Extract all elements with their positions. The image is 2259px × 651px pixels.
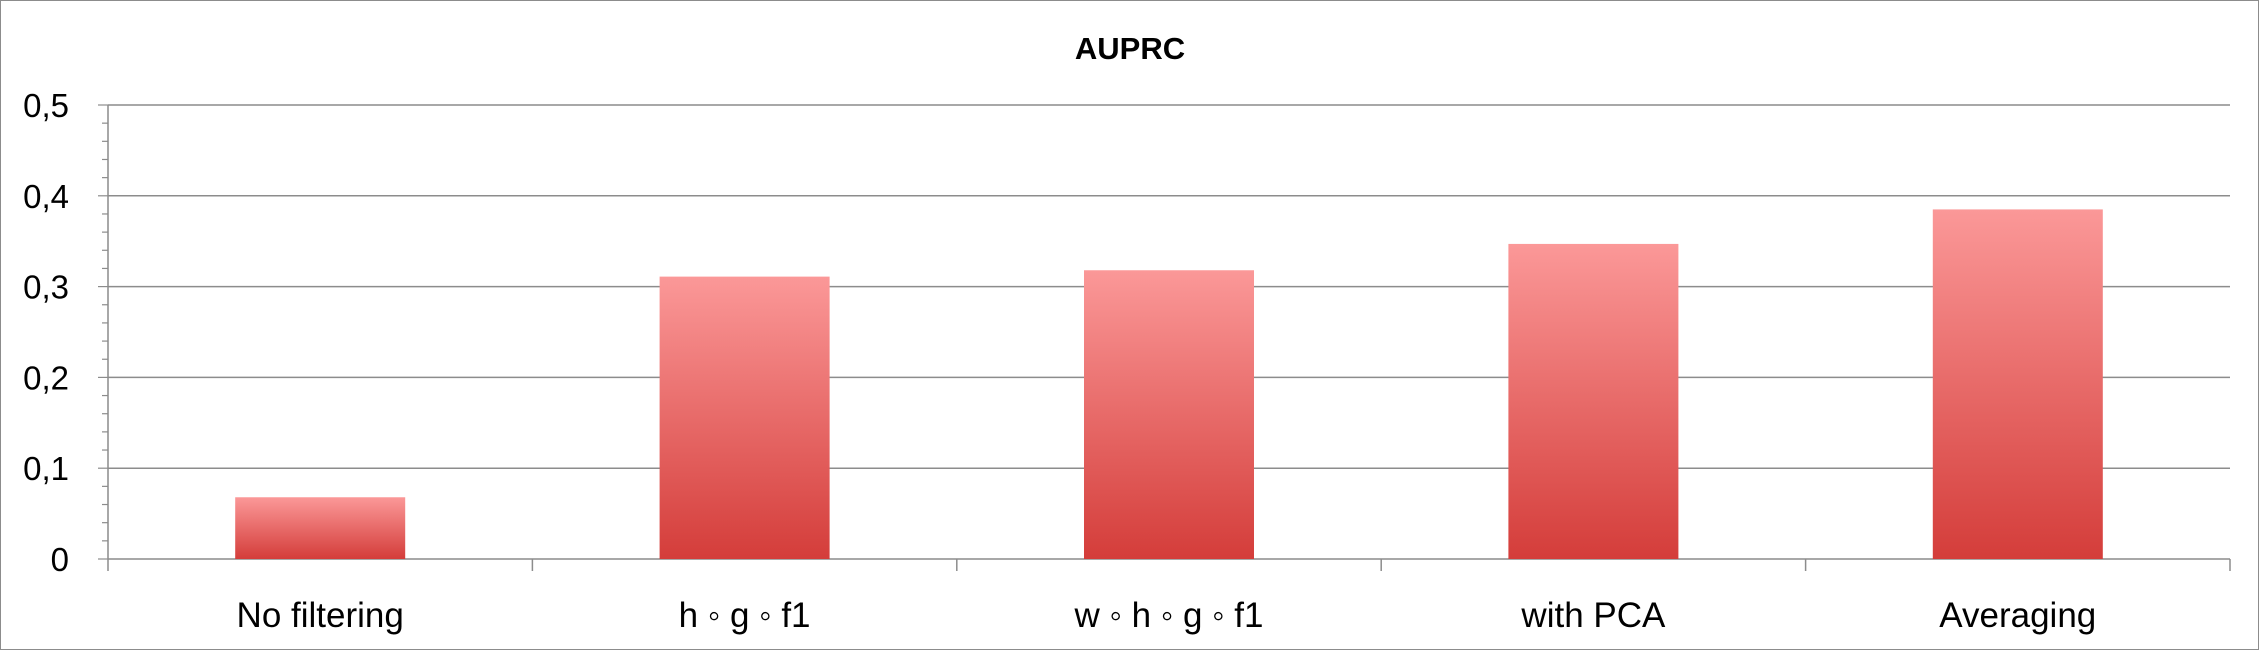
bar-1: [659, 276, 830, 559]
chart-title: AUPRC: [1075, 31, 1185, 66]
x-tick-label-1: h ◦ g ◦ f1: [679, 596, 811, 635]
y-tick-label-3: 0,3: [23, 269, 69, 306]
x-tick-label-0: No filtering: [237, 596, 404, 635]
bar-0: [235, 497, 406, 559]
x-tick-label-4: Averaging: [1939, 596, 2096, 635]
y-tick-label-2: 0,2: [23, 359, 69, 396]
y-tick-label-1: 0,1: [23, 450, 69, 487]
y-tick-label-4: 0,4: [23, 178, 69, 215]
y-tick-label-0: 0: [51, 541, 69, 578]
y-tick-labels: 0 0,1 0,2 0,3 0,4 0,5: [23, 87, 69, 578]
x-tick-label-3: with PCA: [1520, 596, 1666, 635]
x-tick-label-2: w ◦ h ◦ g ◦ f1: [1074, 596, 1264, 635]
bars: [235, 209, 2103, 560]
bar-4: [1932, 209, 2103, 560]
x-tick-labels: No filtering h ◦ g ◦ f1 w ◦ h ◦ g ◦ f1 with…: [237, 596, 2097, 635]
bar-3: [1508, 243, 1679, 559]
y-tick-label-5: 0,5: [23, 87, 69, 124]
bar-2: [1084, 270, 1254, 559]
